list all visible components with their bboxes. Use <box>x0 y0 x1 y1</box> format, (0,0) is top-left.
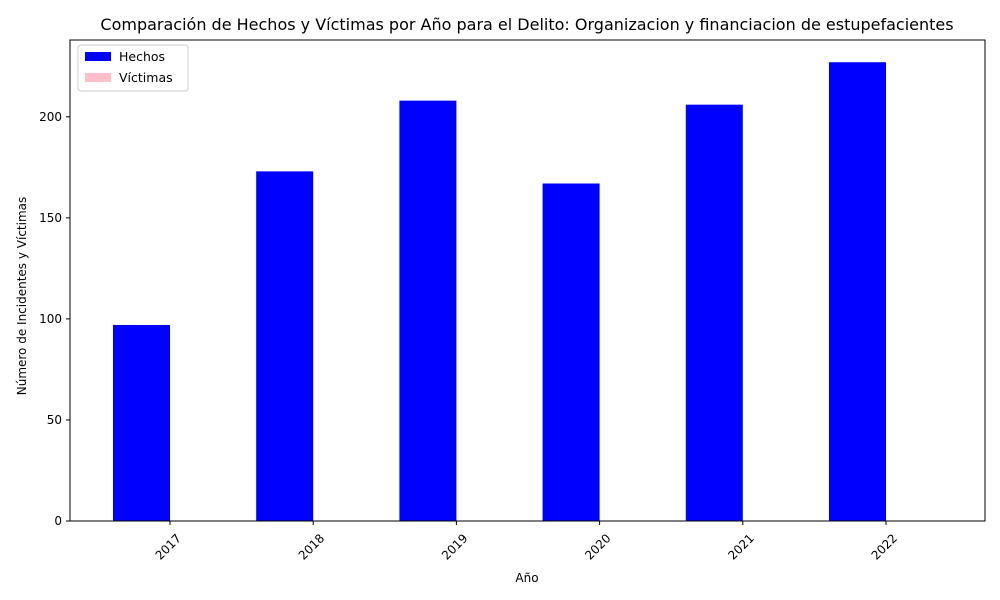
y-tick-label: 100 <box>39 312 62 326</box>
bar-hechos-2017 <box>113 324 170 521</box>
bars-group <box>113 62 886 522</box>
bar-hechos-2019 <box>399 100 457 521</box>
y-axis-label: Número de Incidentes y Víctimas <box>15 197 29 396</box>
x-tick-label: 2017 <box>153 531 184 562</box>
x-tick-label: 2019 <box>439 531 470 562</box>
x-tick-label: 2020 <box>582 531 613 562</box>
legend-swatch-víctimas <box>85 73 111 82</box>
y-tick-label: 50 <box>47 413 62 427</box>
x-tick-label: 2018 <box>296 531 327 562</box>
plot-frame <box>69 39 986 522</box>
x-axis-label: Año <box>515 571 538 585</box>
legend: Hechos Víctimas <box>77 44 189 92</box>
x-tick-label: 2022 <box>869 531 900 562</box>
bar-hechos-2020 <box>542 183 600 522</box>
legend-swatch-hechos <box>85 52 111 61</box>
y-tick-label: 150 <box>39 211 62 225</box>
x-tick-label: 2021 <box>725 531 756 562</box>
bar-hechos-2018 <box>256 171 314 521</box>
chart-title: Comparación de Hechos y Víctimas por Año… <box>100 15 953 34</box>
bar-hechos-2021 <box>685 104 743 521</box>
bar-hechos-2022 <box>829 62 886 522</box>
y-tick-label: 200 <box>39 110 62 124</box>
legend-label-víctimas: Víctimas <box>119 70 173 85</box>
y-tick-label: 0 <box>54 514 62 528</box>
legend-label-hechos: Hechos <box>119 49 165 64</box>
